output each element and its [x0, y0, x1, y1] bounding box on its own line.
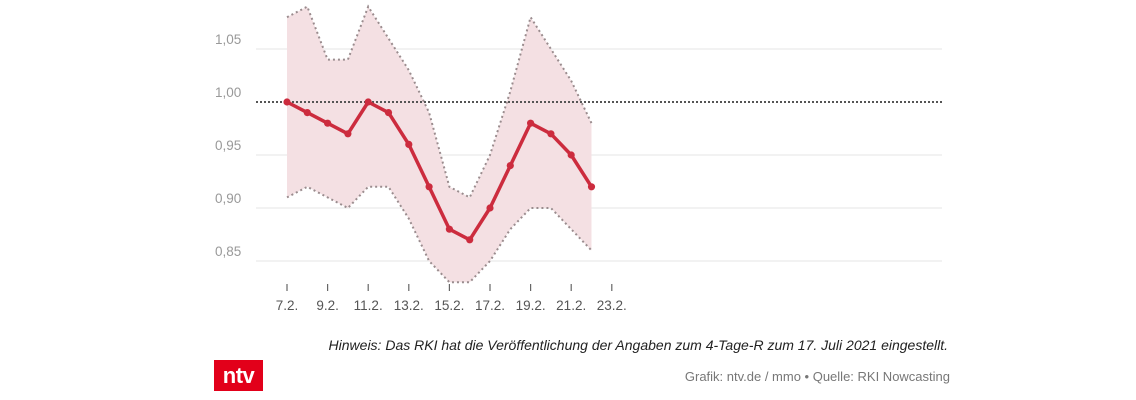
x-tick-label: 21.2. [556, 298, 586, 313]
data-point [384, 109, 393, 117]
data-point [547, 130, 555, 138]
chart-note: Hinweis: Das RKI hat die Veröffentlichun… [328, 337, 948, 353]
y-tick-label: 0,95 [215, 138, 241, 153]
data-point [405, 140, 413, 148]
x-tick-label: 13.2. [394, 298, 424, 313]
data-point [425, 183, 433, 191]
data-point [324, 119, 332, 127]
confidence-band [287, 6, 592, 283]
data-point [587, 183, 596, 191]
x-tick-label: 7.2. [276, 298, 299, 313]
data-point [567, 151, 575, 159]
y-tick-label: 0,85 [215, 244, 241, 259]
chart-source: Grafik: ntv.de / mmo • Quelle: RKI Nowca… [684, 369, 950, 384]
data-point [283, 98, 291, 106]
x-tick-label: 11.2. [354, 298, 383, 313]
y-tick-label: 1,00 [215, 85, 241, 100]
x-tick-label: 23.2. [597, 298, 627, 313]
data-point [486, 204, 494, 212]
x-tick-label: 17.2. [475, 298, 505, 313]
line-chart: 0,85 0,90 0,95 1,00 1,05 7.2. 9.2. 11.2. 13.2. 15… [215, 4, 942, 313]
data-point [344, 130, 352, 138]
x-tick-label: 15.2. [434, 298, 464, 313]
x-tick-label: 9.2. [316, 298, 339, 313]
series-line [285, 100, 594, 242]
data-point [364, 98, 372, 106]
y-tick-label: 1,05 [215, 32, 241, 47]
y-tick-label: 0,90 [215, 191, 241, 206]
data-point [466, 236, 474, 244]
data-point [445, 225, 453, 233]
data-point [506, 162, 514, 170]
ntv-logo: ntv [214, 360, 263, 391]
data-point [527, 119, 535, 127]
x-tick-label: 19.2. [516, 298, 546, 313]
data-point [303, 109, 311, 117]
